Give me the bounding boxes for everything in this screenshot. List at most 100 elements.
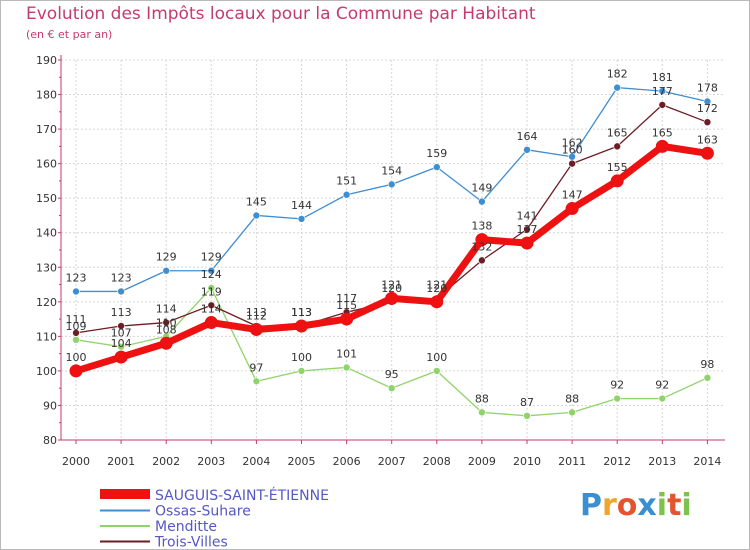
- data-label: 160: [562, 144, 583, 157]
- logo-letter: x: [637, 488, 657, 523]
- data-point: [207, 301, 216, 310]
- data-point: [658, 101, 667, 109]
- logo-letter: i: [656, 488, 668, 523]
- data-point: [430, 295, 444, 309]
- data-label: 92: [655, 379, 669, 392]
- data-label: 88: [475, 392, 489, 405]
- data-point: [568, 159, 576, 168]
- data-label: 138: [471, 220, 492, 233]
- data-point: [249, 322, 263, 336]
- data-point: [162, 266, 170, 275]
- data-label: 137: [517, 223, 538, 236]
- data-label: 104: [111, 337, 132, 350]
- y-tick-label: 130: [36, 261, 57, 274]
- data-label: 144: [291, 199, 312, 212]
- data-point: [655, 139, 669, 153]
- proxiti-logo: Proxiti: [580, 488, 692, 523]
- data-label: 172: [697, 102, 718, 115]
- x-tick-label: 2003: [197, 455, 225, 468]
- data-point: [162, 318, 170, 327]
- data-label: 165: [652, 126, 673, 139]
- y-tick-label: 80: [43, 434, 57, 447]
- data-point: [385, 291, 399, 305]
- data-label: 110: [156, 316, 177, 329]
- x-tick-label: 2000: [62, 455, 90, 468]
- data-label: 162: [562, 137, 583, 150]
- data-point: [159, 336, 173, 350]
- data-label: 145: [246, 195, 267, 208]
- data-point: [523, 412, 531, 420]
- data-label: 98: [700, 358, 714, 371]
- data-label: 154: [381, 164, 402, 177]
- data-label: 149: [471, 182, 492, 195]
- data-label: 112: [246, 309, 267, 322]
- data-point: [117, 287, 125, 296]
- data-point: [297, 215, 306, 223]
- data-label: 121: [381, 278, 402, 291]
- data-label: 92: [610, 379, 624, 392]
- y-tick-label: 180: [36, 89, 57, 102]
- data-label: 113: [246, 306, 267, 319]
- x-tick-label: 2008: [423, 455, 451, 468]
- data-label: 177: [652, 85, 673, 98]
- data-point: [565, 202, 579, 216]
- logo-letter: r: [602, 488, 617, 523]
- data-point: [478, 197, 486, 206]
- logo-letter: i: [681, 488, 692, 523]
- x-tick-label: 2014: [693, 455, 721, 468]
- data-label: 159: [426, 147, 447, 160]
- data-point: [207, 284, 216, 292]
- data-label: 100: [66, 351, 87, 364]
- data-point: [252, 211, 261, 220]
- data-point: [72, 329, 80, 337]
- x-tick-label: 2010: [513, 455, 541, 468]
- data-point: [297, 367, 306, 375]
- x-tick-label: 2006: [333, 455, 361, 468]
- data-label: 163: [697, 133, 718, 146]
- data-point: [342, 190, 351, 199]
- data-label: 107: [111, 327, 132, 340]
- data-point: [252, 377, 261, 386]
- data-label: 181: [652, 71, 673, 84]
- data-label: 119: [201, 285, 222, 298]
- data-label: 178: [697, 81, 718, 94]
- data-point: [72, 336, 80, 344]
- data-label: 100: [426, 351, 447, 364]
- data-label: 164: [517, 130, 538, 143]
- y-tick-label: 160: [36, 158, 57, 171]
- logo-letter: o: [616, 488, 638, 523]
- x-tick-label: 2005: [288, 455, 316, 468]
- data-point: [69, 364, 83, 378]
- data-label: 123: [111, 271, 132, 284]
- legend-label: Menditte: [155, 519, 217, 535]
- data-label: 97: [249, 361, 263, 374]
- data-point: [523, 146, 531, 154]
- data-point: [117, 322, 125, 330]
- data-label: 155: [607, 161, 628, 174]
- data-label: 132: [471, 240, 492, 253]
- data-point: [114, 350, 128, 364]
- data-point: [613, 142, 622, 151]
- data-point: [72, 287, 80, 296]
- legend-label: Ossas-Suhare: [155, 504, 251, 520]
- data-point: [340, 312, 354, 326]
- y-tick-label: 120: [36, 296, 57, 309]
- legend-swatch: [100, 489, 150, 499]
- data-label: 120: [426, 282, 447, 295]
- data-point: [523, 225, 531, 234]
- data-label: 101: [336, 347, 357, 360]
- x-tick-label: 2004: [242, 455, 270, 468]
- data-label: 117: [336, 292, 357, 305]
- data-point: [204, 316, 218, 330]
- data-label: 120: [381, 282, 402, 295]
- y-tick-label: 140: [36, 227, 57, 240]
- data-label: 165: [607, 126, 628, 139]
- data-label: 113: [291, 306, 312, 319]
- data-point: [207, 266, 216, 275]
- data-label: 123: [66, 271, 87, 284]
- data-point: [432, 367, 441, 375]
- data-point: [520, 236, 534, 250]
- x-tick-label: 2011: [558, 455, 586, 468]
- data-point: [610, 174, 624, 188]
